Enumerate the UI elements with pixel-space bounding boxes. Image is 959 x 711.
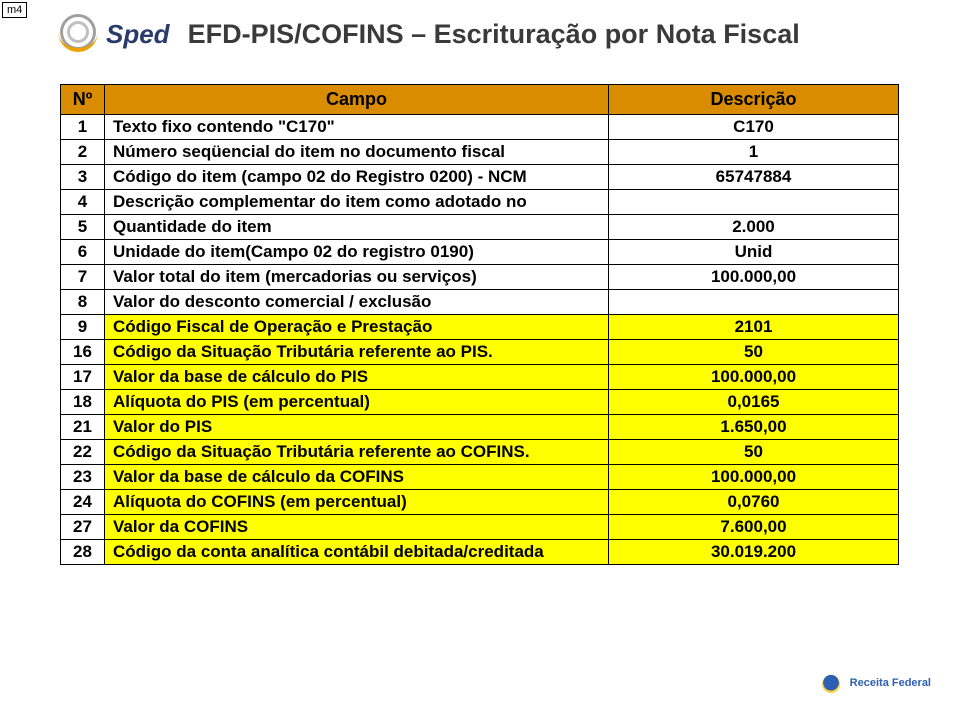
table-row: 3Código do item (campo 02 do Registro 02… bbox=[61, 165, 899, 190]
cell-num: 16 bbox=[61, 340, 105, 365]
cell-campo: Código da Situação Tributária referente … bbox=[105, 340, 609, 365]
receita-coat-icon bbox=[818, 671, 844, 697]
cell-campo: Valor do PIS bbox=[105, 415, 609, 440]
cell-campo: Código do item (campo 02 do Registro 020… bbox=[105, 165, 609, 190]
table-row: 4Descrição complementar do item como ado… bbox=[61, 190, 899, 215]
cell-num: 6 bbox=[61, 240, 105, 265]
cell-num: 24 bbox=[61, 490, 105, 515]
cell-campo: Valor total do item (mercadorias ou serv… bbox=[105, 265, 609, 290]
page-title: EFD-PIS/COFINS – Escrituração por Nota F… bbox=[188, 19, 800, 50]
table-row: 18Alíquota do PIS (em percentual)0,0165 bbox=[61, 390, 899, 415]
cell-num: 21 bbox=[61, 415, 105, 440]
table-row: 23Valor da base de cálculo da COFINS100.… bbox=[61, 465, 899, 490]
table-row: 16Código da Situação Tributária referent… bbox=[61, 340, 899, 365]
cell-campo: Valor da base de cálculo do PIS bbox=[105, 365, 609, 390]
table-row: 17Valor da base de cálculo do PIS100.000… bbox=[61, 365, 899, 390]
cell-campo: Alíquota do PIS (em percentual) bbox=[105, 390, 609, 415]
cell-desc: 100.000,00 bbox=[609, 465, 899, 490]
cell-campo: Valor da COFINS bbox=[105, 515, 609, 540]
cell-desc: 0,0165 bbox=[609, 390, 899, 415]
table-row: 1Texto fixo contendo "C170"C170 bbox=[61, 115, 899, 140]
table-row: 5Quantidade do item2.000 bbox=[61, 215, 899, 240]
cell-num: 1 bbox=[61, 115, 105, 140]
cell-num: 3 bbox=[61, 165, 105, 190]
cell-desc: 30.019.200 bbox=[609, 540, 899, 565]
cell-desc: 1 bbox=[609, 140, 899, 165]
cell-num: 2 bbox=[61, 140, 105, 165]
cell-num: 28 bbox=[61, 540, 105, 565]
cell-desc: 2101 bbox=[609, 315, 899, 340]
table-row: 7Valor total do item (mercadorias ou ser… bbox=[61, 265, 899, 290]
cell-campo: Código da conta analítica contábil debit… bbox=[105, 540, 609, 565]
cell-desc bbox=[609, 290, 899, 315]
table-row: 21Valor do PIS1.650,00 bbox=[61, 415, 899, 440]
sped-logo-icon bbox=[60, 14, 100, 54]
cell-desc: 100.000,00 bbox=[609, 265, 899, 290]
cell-desc: 100.000,00 bbox=[609, 365, 899, 390]
cell-campo: Descrição complementar do item como adot… bbox=[105, 190, 609, 215]
corner-tag: m4 bbox=[2, 2, 27, 18]
cell-desc: 50 bbox=[609, 440, 899, 465]
cell-campo: Número seqüencial do item no documento f… bbox=[105, 140, 609, 165]
table-row: 22Código da Situação Tributária referent… bbox=[61, 440, 899, 465]
cell-desc: 50 bbox=[609, 340, 899, 365]
cell-campo: Código da Situação Tributária referente … bbox=[105, 440, 609, 465]
cell-campo: Valor da base de cálculo da COFINS bbox=[105, 465, 609, 490]
cell-num: 8 bbox=[61, 290, 105, 315]
cell-campo: Quantidade do item bbox=[105, 215, 609, 240]
cell-num: 22 bbox=[61, 440, 105, 465]
header-bar: Sped EFD-PIS/COFINS – Escrituração por N… bbox=[0, 0, 959, 54]
cell-num: 17 bbox=[61, 365, 105, 390]
cell-desc: Unid bbox=[609, 240, 899, 265]
th-num: Nº bbox=[61, 85, 105, 115]
footer-text: Receita Federal bbox=[850, 678, 931, 690]
table-row: 2Número seqüencial do item no documento … bbox=[61, 140, 899, 165]
th-desc: Descrição bbox=[609, 85, 899, 115]
sped-logo: Sped bbox=[60, 14, 170, 54]
table-row: 24Alíquota do COFINS (em percentual)0,07… bbox=[61, 490, 899, 515]
cell-desc: 1.650,00 bbox=[609, 415, 899, 440]
fields-table: Nº Campo Descrição 1Texto fixo contendo … bbox=[60, 84, 899, 565]
cell-campo: Texto fixo contendo "C170" bbox=[105, 115, 609, 140]
table-row: 27Valor da COFINS7.600,00 bbox=[61, 515, 899, 540]
cell-num: 27 bbox=[61, 515, 105, 540]
cell-campo: Unidade do item(Campo 02 do registro 019… bbox=[105, 240, 609, 265]
cell-num: 23 bbox=[61, 465, 105, 490]
table-container: Nº Campo Descrição 1Texto fixo contendo … bbox=[0, 54, 959, 565]
sped-logo-text: Sped bbox=[106, 19, 170, 50]
cell-desc: 2.000 bbox=[609, 215, 899, 240]
table-row: 9Código Fiscal de Operação e Prestação21… bbox=[61, 315, 899, 340]
cell-desc: 0,0760 bbox=[609, 490, 899, 515]
table-row: 6Unidade do item(Campo 02 do registro 01… bbox=[61, 240, 899, 265]
table-row: 28Código da conta analítica contábil deb… bbox=[61, 540, 899, 565]
table-row: 8Valor do desconto comercial / exclusão bbox=[61, 290, 899, 315]
cell-num: 18 bbox=[61, 390, 105, 415]
footer-line1: Receita Federal bbox=[850, 678, 931, 690]
cell-campo: Alíquota do COFINS (em percentual) bbox=[105, 490, 609, 515]
footer-logo: Receita Federal bbox=[818, 671, 931, 697]
cell-num: 7 bbox=[61, 265, 105, 290]
cell-desc: 7.600,00 bbox=[609, 515, 899, 540]
cell-desc: C170 bbox=[609, 115, 899, 140]
th-campo: Campo bbox=[105, 85, 609, 115]
cell-num: 4 bbox=[61, 190, 105, 215]
cell-campo: Valor do desconto comercial / exclusão bbox=[105, 290, 609, 315]
table-header-row: Nº Campo Descrição bbox=[61, 85, 899, 115]
cell-desc: 65747884 bbox=[609, 165, 899, 190]
cell-num: 9 bbox=[61, 315, 105, 340]
cell-desc bbox=[609, 190, 899, 215]
cell-num: 5 bbox=[61, 215, 105, 240]
cell-campo: Código Fiscal de Operação e Prestação bbox=[105, 315, 609, 340]
